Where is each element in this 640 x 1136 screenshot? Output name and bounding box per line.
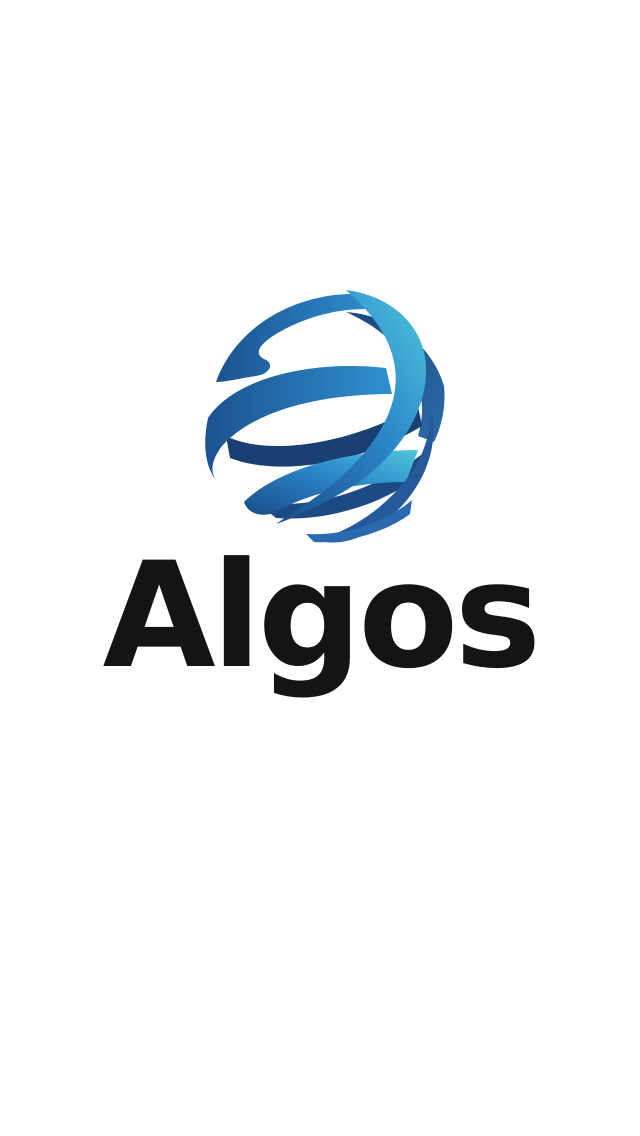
globe-icon — [196, 286, 460, 546]
app-wordmark: Algos — [102, 531, 542, 701]
